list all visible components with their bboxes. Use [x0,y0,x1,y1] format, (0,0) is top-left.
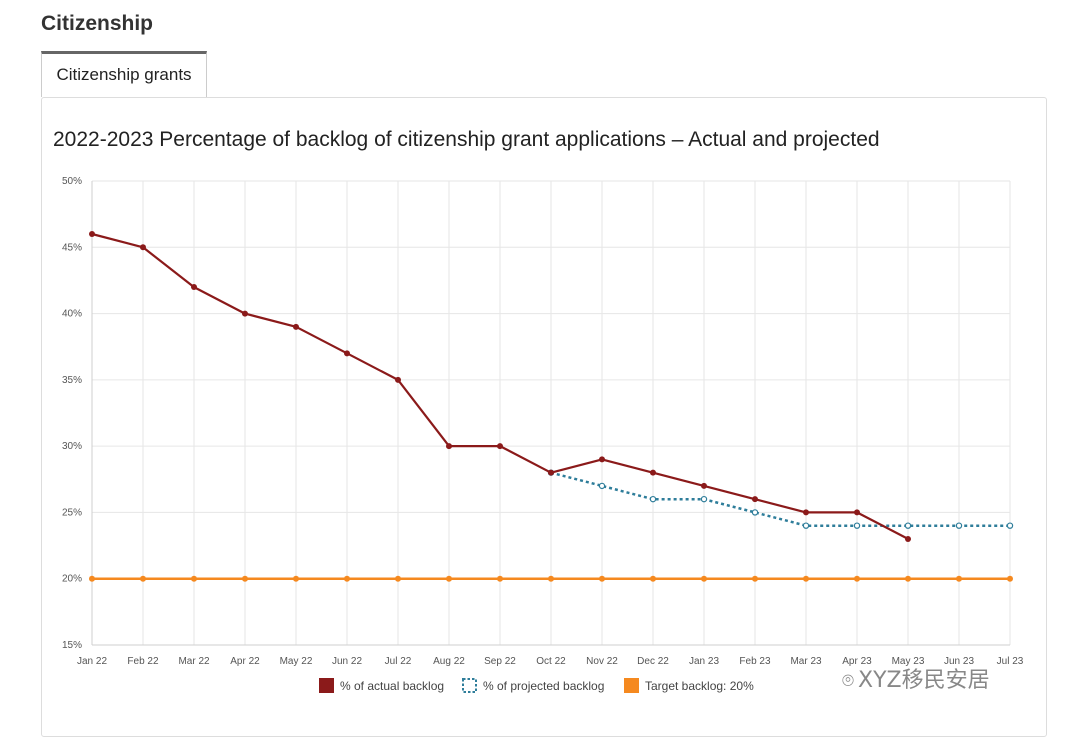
data-point-target-backlog[interactable] [803,575,809,582]
data-point-projected-backlog[interactable] [700,495,708,503]
y-tick-label: 45% [62,242,82,253]
x-tick-label: Jun 23 [944,656,974,667]
y-tick-label: 35% [62,375,82,386]
data-point-actual-backlog[interactable] [242,310,248,317]
data-point-actual-backlog[interactable] [599,456,605,463]
data-point-projected-backlog[interactable] [802,522,810,529]
x-tick-label: Feb 22 [127,656,159,667]
data-point-target-backlog[interactable] [854,575,860,582]
data-point-actual-backlog[interactable] [854,509,860,516]
x-tick-label: Mar 22 [178,656,210,667]
data-point-target-backlog[interactable] [599,575,605,582]
x-tick-label: Apr 22 [230,656,260,667]
legend-projected-swatch[interactable] [462,678,477,693]
watermark-text: XYZ移民安居 [858,668,990,693]
data-point-target-backlog[interactable] [242,575,248,582]
data-point-target-backlog[interactable] [191,575,197,582]
data-point-actual-backlog[interactable] [191,284,197,291]
data-point-actual-backlog[interactable] [905,535,911,542]
x-tick-label: Aug 22 [433,656,465,667]
x-tick-label: Jul 23 [997,656,1024,667]
data-point-actual-backlog[interactable] [803,509,809,516]
data-point-target-backlog[interactable] [905,575,911,582]
y-tick-label: 25% [62,507,82,518]
data-point-target-backlog[interactable] [446,575,452,582]
data-point-projected-backlog[interactable] [598,482,606,490]
x-tick-label: Jan 22 [77,656,107,667]
y-tick-label: 20% [62,574,82,585]
data-point-target-backlog[interactable] [140,575,146,582]
data-point-actual-backlog[interactable] [140,244,146,251]
series-line-projected-backlog [550,471,1010,527]
data-point-projected-backlog[interactable] [853,522,861,529]
data-point-target-backlog[interactable] [701,575,707,582]
data-point-actual-backlog[interactable] [89,231,95,238]
y-tick-label: 15% [62,640,82,651]
data-point-actual-backlog[interactable] [395,376,401,383]
chat-icon: ⌾ [842,668,854,692]
data-point-target-backlog[interactable] [395,575,401,582]
x-tick-label: May 23 [892,656,925,667]
x-tick-label: Dec 22 [637,656,669,667]
x-tick-label: Mar 23 [790,656,822,667]
data-point-target-backlog[interactable] [956,575,962,582]
legend-target-label[interactable]: Target backlog: 20% [645,679,754,693]
data-point-target-backlog[interactable] [650,575,656,582]
x-tick-label: Oct 22 [536,656,566,667]
x-tick-label: Nov 22 [586,656,618,667]
data-point-actual-backlog[interactable] [701,482,707,489]
data-point-target-backlog[interactable] [497,575,503,582]
chart-title: 2022-2023 Percentage of backlog of citiz… [53,128,880,151]
x-tick-label: Jan 23 [689,656,719,667]
data-point-target-backlog[interactable] [548,575,554,582]
legend-actual-swatch[interactable] [319,678,334,693]
x-tick-label: Apr 23 [842,656,872,667]
y-tick-label: 50% [62,176,82,187]
data-point-projected-backlog[interactable] [904,522,912,529]
data-point-actual-backlog[interactable] [344,350,350,357]
data-point-actual-backlog[interactable] [497,443,503,450]
data-point-actual-backlog[interactable] [548,469,554,476]
data-point-projected-backlog[interactable] [649,495,657,503]
watermark: ⌾ XYZ移民安居 [842,662,990,694]
data-point-target-backlog[interactable] [344,575,350,582]
section-title: Citizenship [41,12,154,35]
x-tick-label: Jul 22 [385,656,412,667]
data-point-projected-backlog[interactable] [751,509,759,516]
data-point-actual-backlog[interactable] [650,469,656,476]
data-point-projected-backlog[interactable] [955,522,963,529]
x-tick-label: Feb 23 [739,656,771,667]
data-point-actual-backlog[interactable] [446,443,452,450]
y-tick-label: 30% [62,441,82,452]
chart-panel [41,97,1047,737]
y-tick-label: 40% [62,309,82,320]
x-tick-label: Jun 22 [332,656,362,667]
data-point-target-backlog[interactable] [293,575,299,582]
x-tick-label: Sep 22 [484,656,516,667]
x-tick-label: May 22 [280,656,313,667]
tab-citizenship-grants[interactable]: Citizenship grants [41,51,207,97]
data-point-target-backlog[interactable] [89,575,95,582]
data-point-target-backlog[interactable] [1007,575,1013,582]
data-point-actual-backlog[interactable] [752,496,758,503]
data-point-target-backlog[interactable] [752,575,758,582]
data-point-actual-backlog[interactable] [293,323,299,330]
legend-target-swatch[interactable] [624,678,639,693]
legend-projected-label[interactable]: % of projected backlog [483,679,604,693]
legend-actual-label[interactable]: % of actual backlog [340,679,444,693]
data-point-projected-backlog[interactable] [1006,522,1014,529]
